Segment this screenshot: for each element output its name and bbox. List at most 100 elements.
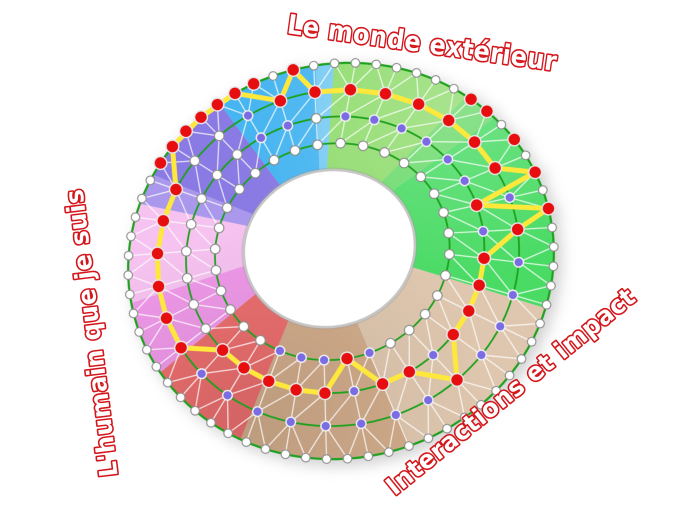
node (411, 68, 422, 78)
node (189, 155, 201, 167)
node (289, 145, 301, 156)
selected-node (289, 382, 304, 397)
node (513, 256, 525, 268)
selected-node (174, 340, 189, 355)
node (196, 368, 208, 380)
node (222, 389, 234, 401)
node (459, 412, 470, 423)
node (310, 113, 322, 124)
node (390, 409, 402, 421)
node (342, 453, 353, 464)
node (548, 261, 559, 272)
selected-node (441, 113, 456, 128)
node (420, 136, 432, 148)
selected-node (528, 165, 543, 180)
node (427, 349, 439, 361)
node (300, 452, 311, 463)
node (213, 222, 225, 234)
node (477, 225, 489, 237)
node (181, 272, 193, 284)
node (504, 192, 516, 204)
node (190, 405, 200, 416)
selected-node (461, 303, 476, 319)
node (535, 318, 545, 329)
node (252, 406, 264, 418)
selected-node (178, 124, 194, 139)
node (403, 324, 415, 336)
node (547, 222, 557, 233)
selected-node (378, 86, 393, 101)
node (507, 289, 519, 301)
selected-node (479, 104, 495, 119)
node (162, 377, 173, 388)
node (213, 130, 225, 142)
node (442, 423, 452, 434)
node (255, 334, 266, 346)
node (126, 231, 136, 242)
selected-node (150, 246, 165, 261)
selected-node (246, 76, 261, 91)
node (516, 354, 527, 364)
selected-node (153, 155, 168, 171)
node (438, 207, 449, 218)
node (234, 183, 245, 195)
node (541, 299, 552, 310)
node (329, 58, 340, 69)
node (242, 110, 254, 122)
node (196, 193, 207, 205)
node (385, 337, 396, 349)
sector-purple (153, 103, 281, 215)
node (357, 140, 369, 152)
selected-node (168, 182, 184, 197)
node (404, 441, 414, 451)
node (383, 447, 394, 457)
node (428, 188, 440, 200)
node (444, 248, 455, 260)
selected-node (476, 251, 492, 266)
node (130, 212, 141, 223)
node (442, 153, 454, 165)
node (241, 437, 252, 447)
node (339, 110, 351, 122)
node (398, 157, 410, 169)
node (223, 428, 233, 439)
selected-node (339, 351, 355, 366)
node (475, 349, 487, 361)
node (125, 289, 135, 300)
node (440, 270, 451, 281)
node (422, 394, 434, 406)
nodes-group (123, 58, 559, 464)
node (494, 320, 506, 332)
selected-node (286, 62, 301, 77)
node (396, 122, 408, 134)
selected-node (261, 374, 276, 389)
node (350, 58, 361, 68)
selected-node (159, 311, 174, 326)
node (211, 169, 223, 181)
node (145, 175, 156, 186)
node (496, 119, 507, 130)
selected-node (151, 279, 166, 294)
node (123, 250, 134, 261)
selected-node (487, 160, 503, 176)
node (419, 308, 431, 320)
selected-node (210, 97, 225, 112)
node (312, 139, 323, 151)
node (548, 241, 559, 252)
selected-node (402, 364, 417, 379)
selected-node (507, 132, 522, 147)
node (526, 336, 537, 347)
node (348, 385, 360, 397)
selected-node (215, 343, 230, 358)
selected-node (467, 134, 482, 150)
node (268, 154, 280, 166)
node (255, 132, 267, 144)
node (391, 62, 402, 73)
node (238, 321, 250, 332)
node (449, 83, 459, 94)
node (431, 290, 443, 301)
node (175, 392, 186, 403)
node (225, 304, 236, 316)
node (180, 245, 192, 257)
selected-node (446, 327, 461, 342)
